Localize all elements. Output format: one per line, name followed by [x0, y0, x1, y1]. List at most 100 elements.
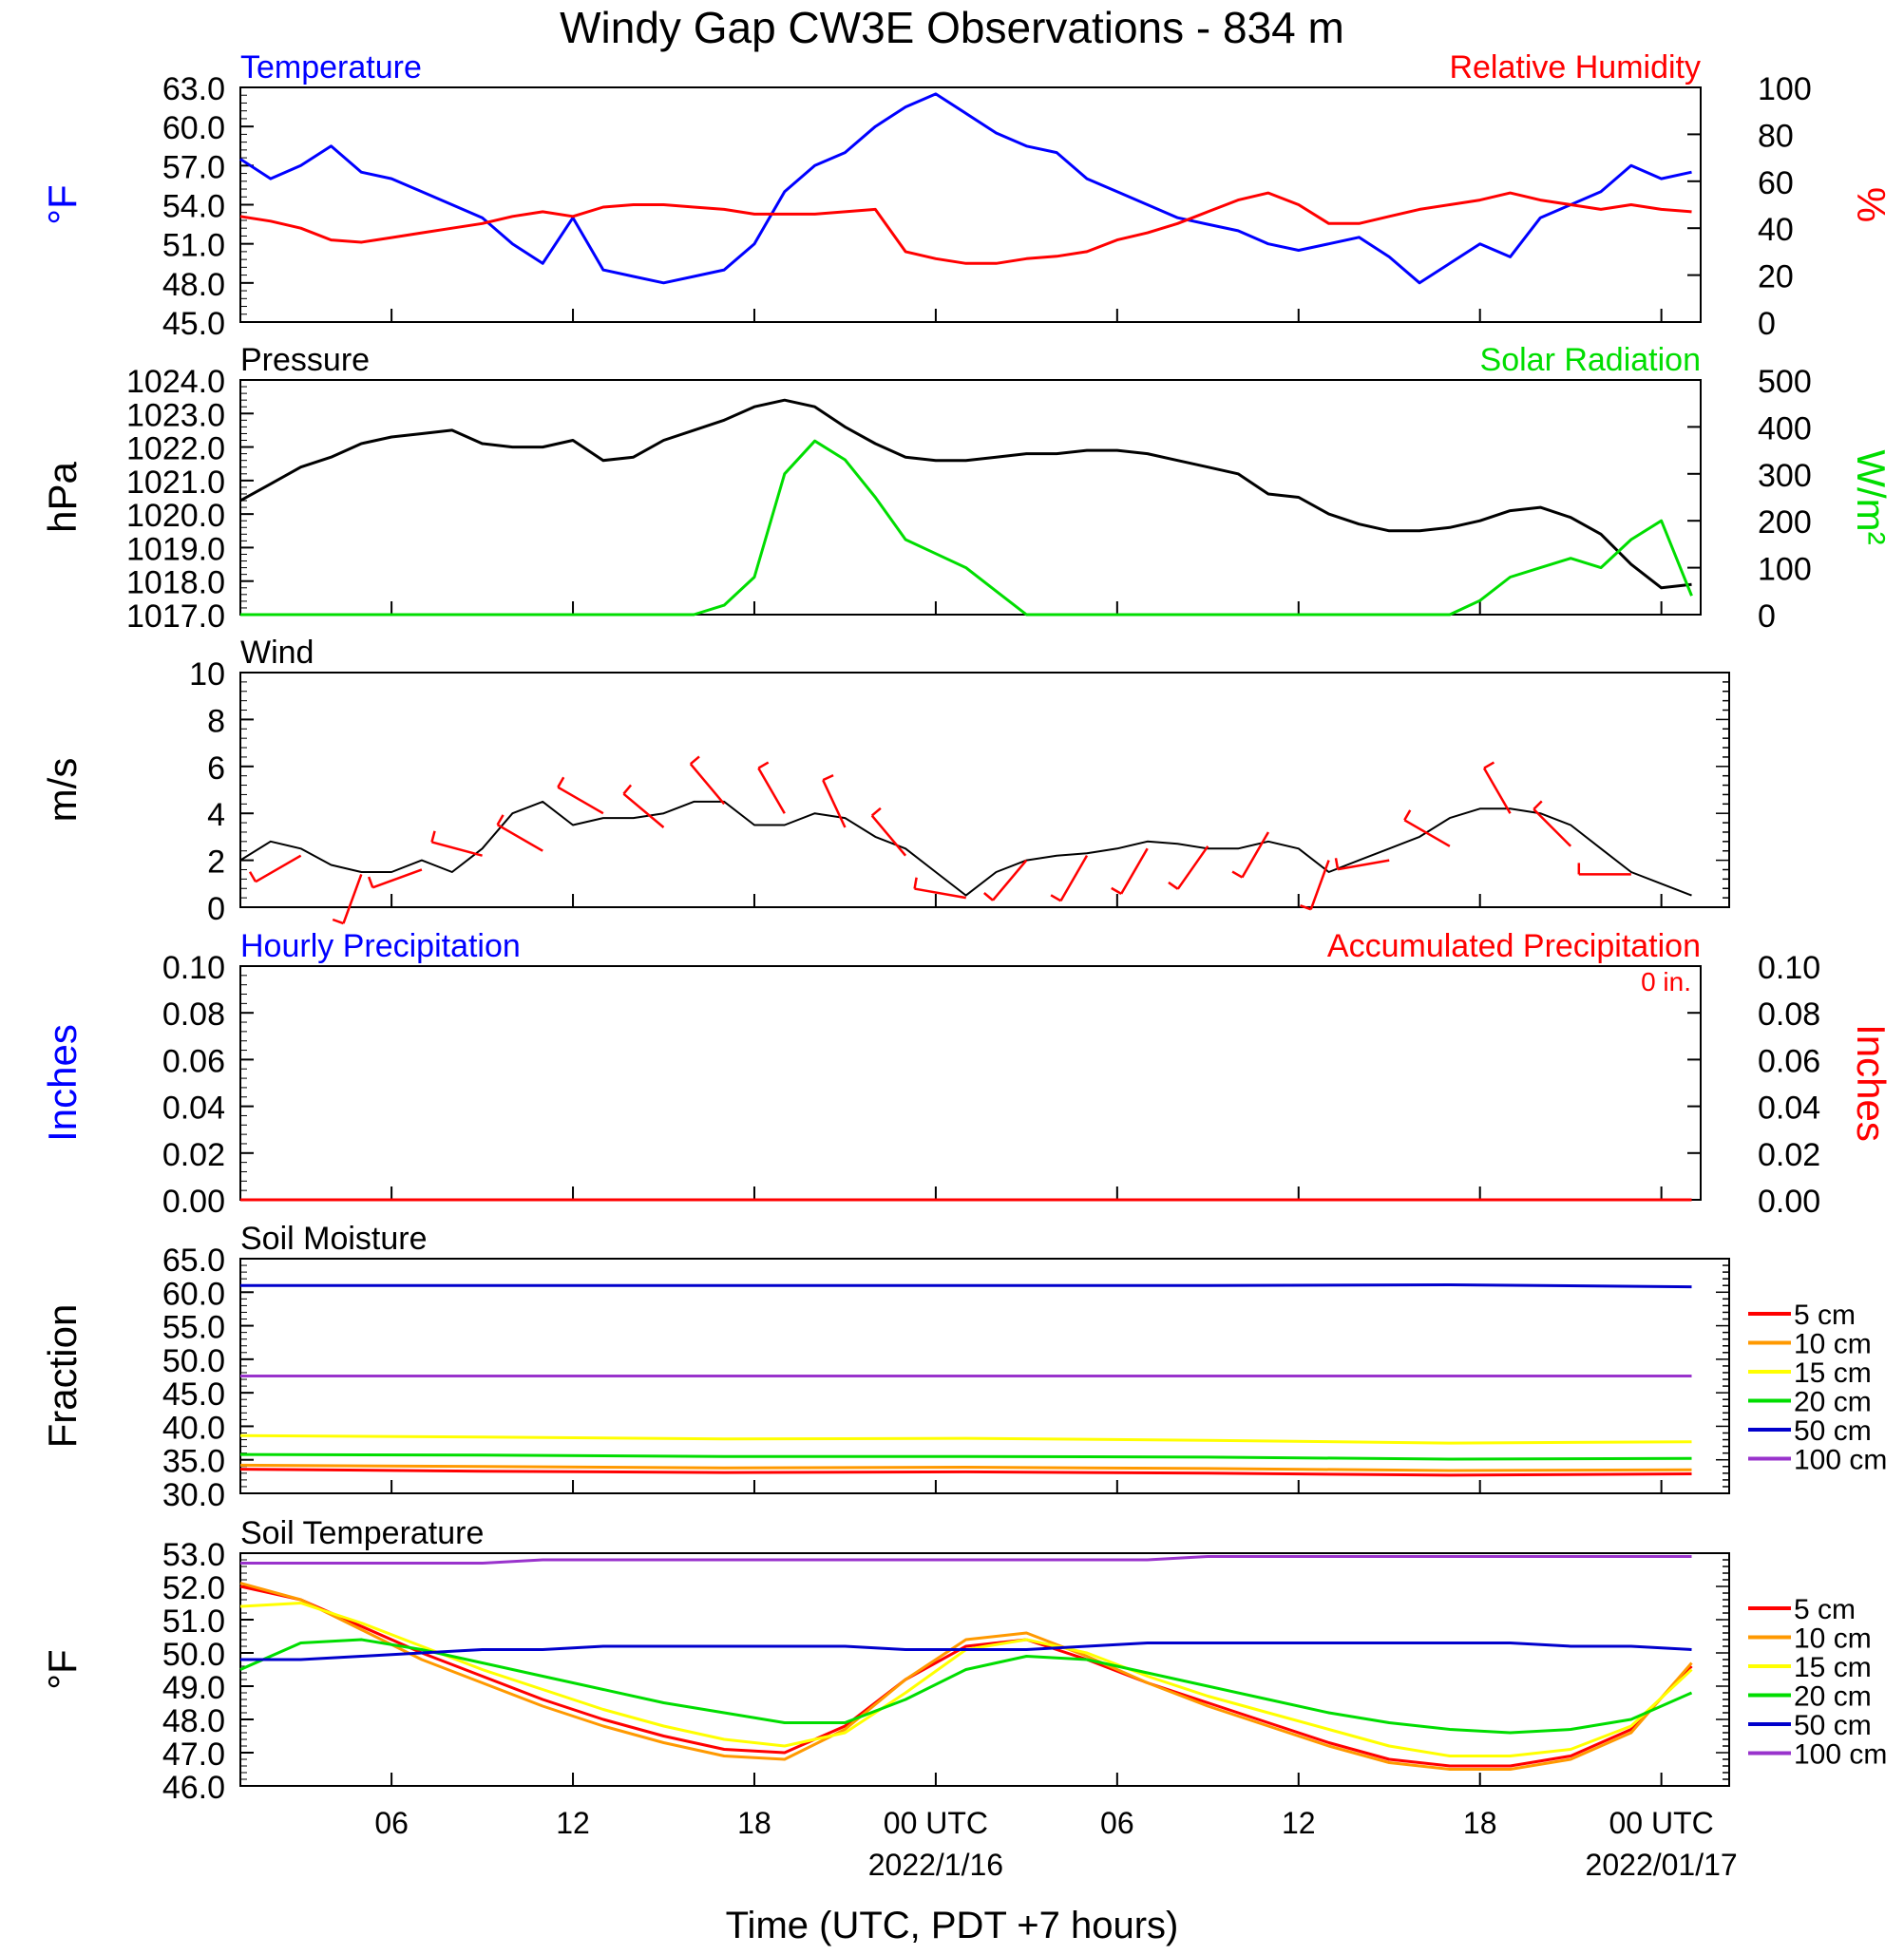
y-tick-label: 60.0: [162, 1276, 225, 1312]
y-tick-label: 65.0: [162, 1243, 225, 1279]
y-tick-label: 54.0: [162, 189, 225, 225]
y-tick-label: 0.06: [162, 1043, 225, 1079]
y2-tick-label: 60: [1758, 165, 1794, 201]
series-line-2: [239, 1602, 1693, 1757]
wind-barb-shaft: [822, 779, 847, 828]
y-tick-label: 48.0: [162, 1703, 225, 1739]
panel-title-left: Wind: [240, 635, 314, 671]
x-date-label: 2022/1/16: [868, 1848, 1003, 1882]
wind-barb: [1050, 855, 1089, 902]
panel-wind: 0 2 4 6 8 10 Wind m/s: [40, 635, 1730, 927]
wind-barb: [367, 868, 423, 889]
y-axis-label: °F: [40, 1649, 85, 1689]
wind-barb-feather: [622, 784, 633, 795]
wind-barb-shaft: [914, 887, 966, 900]
wind-barb-shaft: [1241, 831, 1270, 879]
legend-label: 10 cm: [1794, 1623, 1872, 1655]
wind-barb: [1403, 809, 1451, 847]
wind-barb: [622, 784, 665, 828]
wind-barb: [983, 859, 1028, 902]
y2-tick-label: 200: [1758, 504, 1812, 541]
panel-soil-temperature: 46.047.048.049.050.051.052.053.0 Soil Tem…: [40, 1515, 1887, 1806]
y-axis-label: °F: [40, 184, 85, 224]
panel-title-left: Temperature: [240, 49, 422, 85]
y-tick-label: 10: [189, 656, 225, 693]
wind-barb-feather: [1050, 894, 1062, 902]
wind-barb-shaft: [757, 767, 786, 814]
wind-barb-feather: [689, 755, 700, 766]
y-tick-label: 50.0: [162, 1343, 225, 1379]
wind-barb: [913, 877, 966, 900]
y2-tick-label: 40: [1758, 212, 1794, 248]
wind-barb-feather: [870, 807, 882, 817]
wind-barb-shaft: [1337, 859, 1390, 871]
wind-barb-shaft: [1120, 847, 1149, 895]
y2-tick-label: 0: [1758, 598, 1776, 635]
legend-label: 5 cm: [1794, 1300, 1856, 1331]
legend-label: 100 cm: [1794, 1445, 1887, 1476]
y2-tick-label: 0.04: [1758, 1091, 1820, 1127]
y2-tick-label: 80: [1758, 118, 1794, 154]
series-line-0: [239, 800, 1692, 897]
y-tick-label: 51.0: [162, 228, 225, 264]
y2-tick-label: 20: [1758, 259, 1794, 295]
y2-tick-label: 0.02: [1758, 1137, 1820, 1173]
series-line-4: [240, 1283, 1692, 1289]
y2-tick-label: 100: [1758, 552, 1812, 588]
wind-barb-feather: [557, 776, 565, 788]
y-tick-label: 50.0: [162, 1637, 225, 1673]
y-tick-label: 47.0: [162, 1737, 225, 1773]
y-tick-label: 0.00: [162, 1184, 225, 1220]
legend-label: 50 cm: [1794, 1710, 1872, 1741]
x-tick-label: 06: [374, 1806, 409, 1840]
y2-tick-label: 0.08: [1758, 996, 1820, 1033]
wind-barb-shaft: [1176, 845, 1209, 890]
y-tick-label: 1022.0: [126, 431, 225, 467]
wind-barb-shaft: [1309, 860, 1330, 910]
wind-barb-shaft: [557, 786, 604, 815]
legend-label: 15 cm: [1794, 1357, 1872, 1389]
series-line-3: [239, 1452, 1692, 1461]
y2-tick-label: 0.10: [1758, 950, 1820, 986]
wind-barb: [1168, 845, 1209, 890]
y-axis-label: m/s: [40, 758, 85, 823]
legend-label: 20 cm: [1794, 1387, 1872, 1418]
panel-soil-moisture: 30.035.040.045.050.055.060.065.0 Soil Moi…: [40, 1221, 1887, 1513]
wind-barb: [496, 814, 543, 852]
wind-barb-feather: [430, 830, 436, 843]
series-line-4: [240, 1642, 1692, 1661]
y-tick-label: 52.0: [162, 1570, 225, 1606]
y-tick-label: 60.0: [162, 110, 225, 146]
wind-barb: [1300, 860, 1330, 911]
wind-barb-feather: [1300, 904, 1312, 911]
wind-barb-shaft: [255, 854, 302, 883]
wind-barb: [689, 755, 726, 806]
legend-label: 50 cm: [1794, 1415, 1872, 1447]
y-tick-label: 2: [207, 845, 225, 881]
y2-axis-label: Inches: [1849, 1024, 1894, 1142]
y-tick-label: 48.0: [162, 267, 225, 303]
x-tick-label: 18: [1463, 1806, 1497, 1840]
y2-axis-label: %: [1849, 187, 1894, 222]
wind-barb-feather: [1334, 858, 1340, 870]
y-tick-label: 1024.0: [126, 364, 225, 400]
y-axis-label: hPa: [40, 461, 85, 532]
wind-barb-shaft: [431, 841, 483, 857]
x-axis-label: Time (UTC, PDT +7 hours): [726, 1905, 1179, 1946]
y-tick-label: 40.0: [162, 1410, 225, 1446]
series-line-5: [240, 1555, 1692, 1565]
y-tick-label: 45.0: [162, 306, 225, 342]
panel-frame: [239, 86, 1702, 323]
y-tick-label: 1017.0: [126, 598, 225, 635]
wind-barb: [870, 807, 907, 857]
wind-barb-feather: [248, 871, 257, 883]
y-tick-label: 55.0: [162, 1310, 225, 1346]
panel-frame: [239, 672, 1730, 908]
wind-barb-shaft: [371, 868, 423, 889]
y2-axis-label: W/m²: [1849, 449, 1894, 544]
wind-barb-feather: [983, 892, 994, 902]
y2-tick-label: 100: [1758, 71, 1812, 107]
y-axis-label: Fraction: [40, 1304, 85, 1449]
y-tick-label: 30.0: [162, 1477, 225, 1513]
